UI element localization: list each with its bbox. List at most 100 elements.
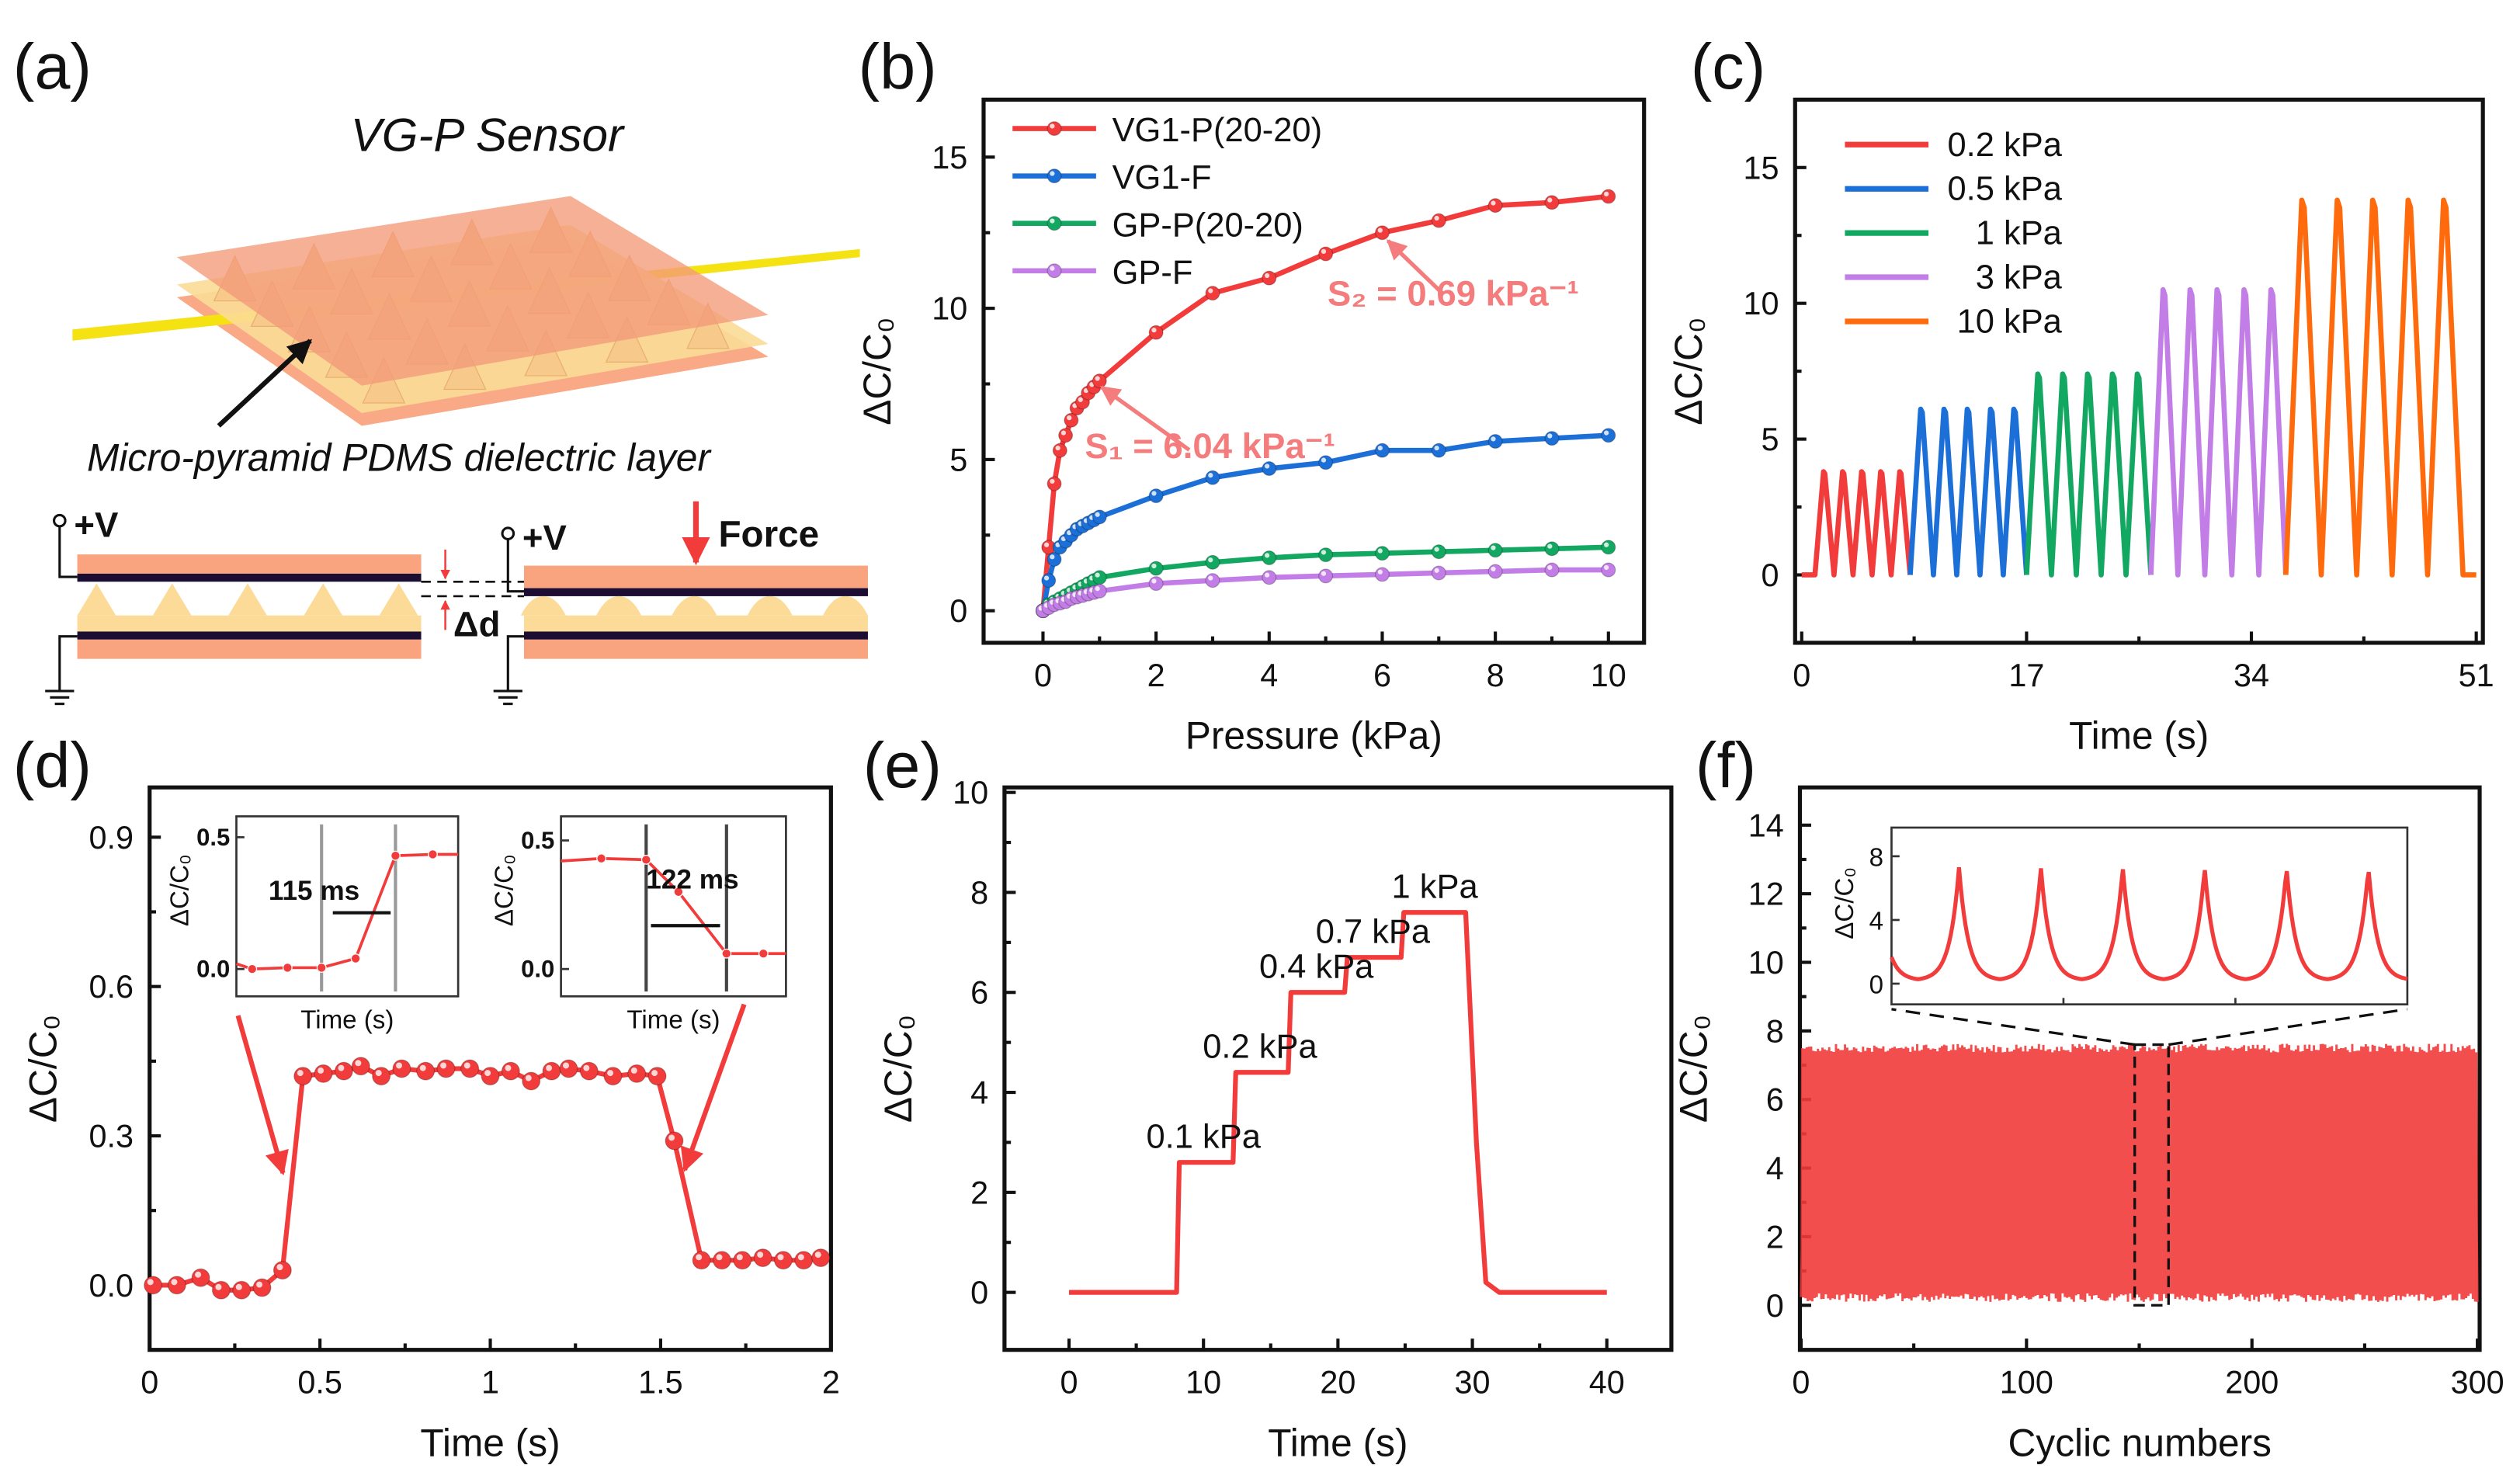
- data-point: [314, 1064, 333, 1083]
- y-tick-label: 10: [1744, 286, 1779, 321]
- inset-duration-label: 115 ms: [269, 876, 359, 906]
- data-point-highlight: [1547, 543, 1553, 549]
- data-point: [1041, 573, 1057, 588]
- data-point: [603, 1067, 623, 1086]
- data-point-highlight: [1547, 433, 1553, 439]
- data-point-highlight: [1491, 436, 1496, 442]
- inset: 0 4 8 ΔC/C₀: [1831, 826, 2409, 1006]
- x-axis-label: Cyclic numbers: [2008, 1421, 2272, 1464]
- panel-label: (c): [1691, 30, 1766, 102]
- x-tick-label: 51: [2459, 658, 2494, 693]
- data-point-highlight: [505, 1064, 512, 1071]
- y-axis-label: ΔC/C₀: [1667, 317, 1710, 425]
- data-point: [1487, 564, 1503, 579]
- y-tick-label: 0.3: [89, 1119, 134, 1154]
- data-point-highlight: [1265, 273, 1270, 279]
- inset-y-axis-label: ΔC/C₀: [1831, 867, 1859, 939]
- y-tick-label: 0: [970, 1275, 988, 1311]
- data-point: [665, 1131, 684, 1151]
- y-tick-label: 4: [970, 1075, 988, 1111]
- data-point-highlight: [1321, 550, 1327, 555]
- data-point: [1092, 583, 1107, 599]
- data-point: [1544, 541, 1560, 557]
- data-point: [191, 1268, 210, 1287]
- inset-pointer-arrow: [235, 1015, 289, 1175]
- inset-data-point: [673, 887, 684, 897]
- series-GP-F: [1035, 562, 1616, 619]
- data-point-highlight: [463, 1062, 470, 1069]
- inset-data-point: [316, 963, 327, 973]
- x-tick-label: 40: [1589, 1365, 1625, 1401]
- data-point: [460, 1059, 480, 1078]
- data-point: [1374, 225, 1390, 241]
- x-tick-label: 0: [141, 1365, 158, 1401]
- inset-2: 0.0 0.5 122 ms Time (s) ΔC/C₀: [491, 815, 787, 1035]
- x-tick-label: 300: [2451, 1365, 2504, 1401]
- y-tick-label: 6: [970, 975, 988, 1011]
- data-point-highlight: [396, 1062, 403, 1069]
- legend-label: VG1-P(20-20): [1112, 112, 1322, 149]
- chart-b: (b) 0 2 4 6 8 10 0 5 10 15 Pressure (kPa) ΔC/C₀ VG1-P…: [856, 30, 1647, 758]
- data-point-highlight: [546, 1064, 553, 1071]
- data-point: [773, 1251, 793, 1270]
- terminal-icon: [501, 526, 515, 540]
- data-point-highlight: [1055, 445, 1060, 451]
- x-tick-label: 17: [2008, 658, 2044, 693]
- data-point-highlight: [797, 1254, 804, 1261]
- data-point-highlight: [607, 1070, 614, 1077]
- data-point-highlight: [1208, 288, 1213, 293]
- step-label: 0.7 kPa: [1316, 914, 1431, 951]
- compressed-pyramid-icon: [822, 595, 868, 616]
- data-point: [1374, 443, 1390, 458]
- data-point-highlight: [1151, 578, 1157, 584]
- gap-label: Δd: [453, 605, 501, 644]
- data-point-highlight: [525, 1074, 532, 1081]
- data-point: [811, 1248, 831, 1268]
- chart-e: (e) 0 10 20 30 40 0 2 4 6 8 10 Time (s) ΔC/C₀ 0.1 kPa 0…: [863, 729, 1674, 1464]
- panel-label: (b): [859, 30, 937, 102]
- data-point-highlight: [1547, 197, 1553, 203]
- x-axis-label: Pressure (kPa): [1185, 714, 1442, 758]
- inset-data-point: [721, 948, 732, 959]
- data-point-highlight: [1491, 200, 1496, 206]
- legend-label: 0.2 kPa: [1948, 127, 2063, 164]
- step-label: 0.4 kPa: [1259, 949, 1374, 986]
- x-tick-label: 2: [822, 1365, 840, 1401]
- data-point: [436, 1059, 456, 1078]
- sensor-title: VG-P Sensor: [351, 109, 625, 161]
- data-point-highlight: [1491, 566, 1496, 572]
- chart-f: (f) 0 100 200 300 0 2 4 6 8 10 12 14 Cyclic numbers ΔC…: [1671, 729, 2504, 1464]
- inset-pointer-arrow: [680, 1003, 747, 1172]
- data-point-highlight: [1083, 387, 1089, 394]
- data-point: [1601, 189, 1616, 204]
- voltage-label-left: +V: [74, 505, 119, 544]
- zoom-window-box: [2133, 1043, 2170, 1307]
- data-point: [392, 1059, 411, 1078]
- x-tick-label: 0: [1792, 1365, 1810, 1401]
- series-line-1 kPa: [2024, 371, 2154, 578]
- data-point: [1092, 373, 1107, 389]
- data-point: [1052, 443, 1067, 458]
- top-electrode: [176, 196, 769, 386]
- inset-1: 0.0 0.5 115 ms Time (s) ΔC/C₀: [165, 815, 460, 1035]
- data-point: [1374, 546, 1390, 561]
- step-label: 0.1 kPa: [1147, 1119, 1262, 1156]
- data-point-highlight: [1265, 553, 1270, 558]
- data-point-highlight: [1095, 512, 1100, 517]
- data-point-highlight: [171, 1279, 178, 1286]
- data-point-highlight: [1604, 191, 1609, 196]
- data-point: [1431, 213, 1446, 228]
- data-point: [1205, 286, 1220, 301]
- annotation-arrow: [1386, 239, 1445, 296]
- ground-icon: [45, 689, 75, 706]
- inset-data-point: [247, 963, 258, 974]
- pyramid-icon: [304, 583, 343, 616]
- data-point: [351, 1057, 370, 1076]
- zoom-connector: [2168, 1008, 2408, 1047]
- pyramid-icon: [379, 583, 418, 616]
- annotation-arrow: [1099, 385, 1191, 452]
- inset-data-point: [282, 963, 293, 973]
- data-point-highlight: [1043, 542, 1050, 547]
- data-point: [1148, 561, 1164, 576]
- data-point: [1544, 195, 1560, 210]
